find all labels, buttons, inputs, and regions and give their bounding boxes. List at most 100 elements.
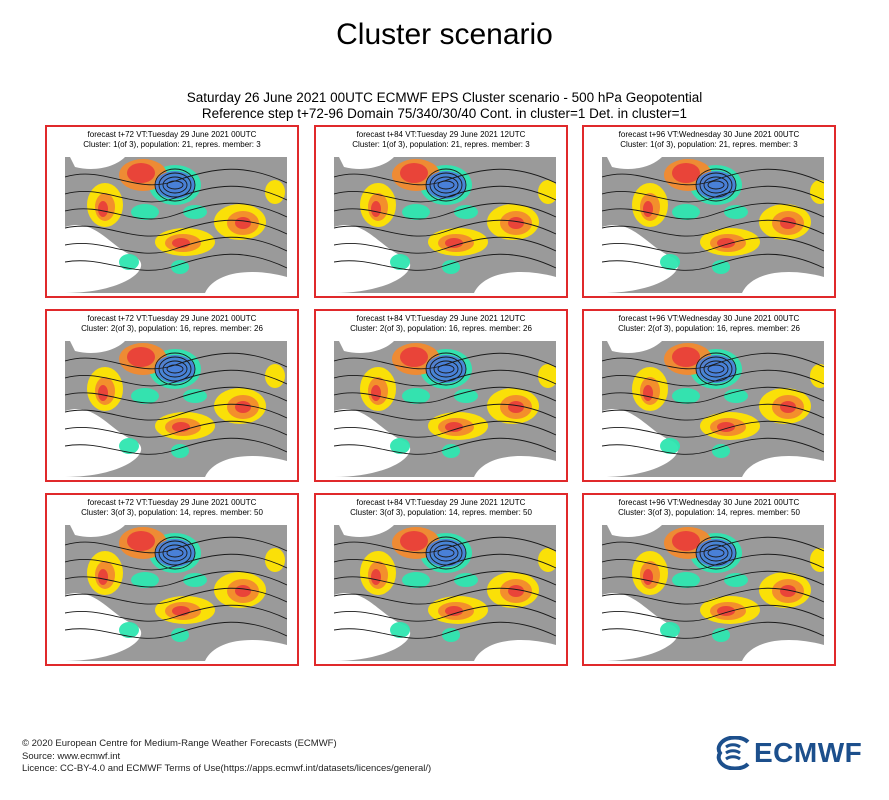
forecast-map-graphic — [334, 525, 556, 661]
anomaly-area — [235, 585, 251, 597]
anomaly-area — [171, 628, 189, 642]
panel-title-line-1: forecast t+72 VT:Tuesday 29 June 2021 00… — [87, 498, 257, 507]
geopotential-contour — [334, 202, 556, 220]
low-pressure-contour — [707, 180, 725, 190]
geopotential-contour — [602, 437, 824, 455]
anomaly-area — [98, 385, 108, 401]
anomaly-area — [171, 260, 189, 274]
anomaly-area — [371, 201, 381, 217]
anomaly-area — [183, 389, 207, 403]
panel-cluster2-t72[interactable]: forecast t+72 VT:Tuesday 29 June 2021 00… — [45, 309, 299, 482]
header-line-2: Reference step t+72-96 Domain 75/340/30/… — [201, 106, 688, 121]
anomaly-area — [265, 180, 285, 204]
anomaly-area — [98, 201, 108, 217]
anomaly-area — [131, 388, 159, 404]
anomaly-area — [672, 388, 700, 404]
geopotential-contour — [602, 420, 824, 438]
anomaly-area — [127, 531, 155, 551]
low-pressure-contour — [437, 364, 455, 374]
panel-cluster3-t96[interactable]: forecast t+96 VT:Wednesday 30 June 2021 … — [582, 493, 836, 666]
forecast-map — [65, 157, 287, 293]
panel-cluster1-t72[interactable]: forecast t+72 VT:Tuesday 29 June 2021 00… — [45, 125, 299, 298]
panel-title: forecast t+96 VT:Wednesday 30 June 2021 … — [584, 498, 834, 518]
panel-title: forecast t+72 VT:Tuesday 29 June 2021 00… — [47, 498, 297, 518]
geopotential-contour — [65, 202, 287, 220]
forecast-map-graphic — [65, 157, 287, 293]
anomaly-area — [119, 622, 139, 638]
geopotential-contour — [602, 219, 824, 237]
anomaly-area — [454, 205, 478, 219]
low-pressure-contour — [437, 180, 455, 190]
panel-title: forecast t+72 VT:Tuesday 29 June 2021 00… — [47, 130, 297, 150]
anomaly-area — [119, 438, 139, 454]
ecmwf-logo: ECMWF — [714, 735, 874, 772]
anomaly-area — [445, 238, 463, 248]
geopotential-contour — [602, 236, 824, 254]
anomaly-area — [402, 388, 430, 404]
ecmwf-logo-text: ECMWF — [754, 737, 863, 768]
geopotential-contour — [602, 570, 824, 588]
geopotential-contour — [334, 369, 556, 387]
anomaly-area — [98, 569, 108, 585]
geopotential-contour — [65, 236, 287, 254]
sea-area — [334, 341, 556, 477]
anomaly-area — [454, 573, 478, 587]
geopotential-contour — [65, 587, 287, 605]
geopotential-contour — [334, 253, 556, 271]
anomaly-area — [538, 180, 556, 204]
anomaly-area — [434, 177, 458, 193]
geopotential-contour — [602, 621, 824, 639]
anomaly-area — [445, 606, 463, 616]
geopotential-contour — [602, 202, 824, 220]
panel-title-line-2: Cluster: 3(of 3), population: 14, repres… — [350, 508, 532, 517]
panel-title-line-1: forecast t+72 VT:Tuesday 29 June 2021 00… — [87, 314, 257, 323]
anomaly-area — [704, 545, 728, 561]
anomaly-area — [538, 548, 556, 572]
low-pressure-contour — [429, 356, 463, 382]
anomaly-area — [402, 572, 430, 588]
forecast-map-graphic — [602, 341, 824, 477]
forecast-map — [334, 525, 556, 661]
anomaly-area — [265, 548, 285, 572]
geopotential-contour — [334, 437, 556, 455]
anomaly-area — [163, 177, 187, 193]
anomaly-area — [442, 260, 460, 274]
panel-cluster1-t84[interactable]: forecast t+84 VT:Tuesday 29 June 2021 12… — [314, 125, 568, 298]
anomaly-area — [371, 569, 381, 585]
low-pressure-contour — [162, 176, 188, 194]
forecast-map-graphic — [65, 525, 287, 661]
footer-copyright: © 2020 European Centre for Medium-Range … — [22, 738, 337, 749]
footer-source: Source: www.ecmwf.int — [22, 750, 121, 762]
low-pressure-contour — [429, 172, 463, 198]
panel-cluster3-t72[interactable]: forecast t+72 VT:Tuesday 29 June 2021 00… — [45, 493, 299, 666]
forecast-map — [334, 341, 556, 477]
panel-cluster3-t84[interactable]: forecast t+84 VT:Tuesday 29 June 2021 12… — [314, 493, 568, 666]
geopotential-contour — [602, 168, 824, 186]
forecast-map-graphic — [334, 157, 556, 293]
low-pressure-contour — [166, 548, 184, 558]
anomaly-area — [508, 585, 524, 597]
anomaly-area — [672, 531, 700, 551]
geopotential-contour — [65, 621, 287, 639]
anomaly-area — [780, 217, 796, 229]
header-line-1: Saturday 26 June 2021 00UTC ECMWF EPS Cl… — [186, 90, 703, 105]
anomaly-area — [183, 205, 207, 219]
panel-cluster2-t84[interactable]: forecast t+84 VT:Tuesday 29 June 2021 12… — [314, 309, 568, 482]
panel-cluster2-t96[interactable]: forecast t+96 VT:Wednesday 30 June 2021 … — [582, 309, 836, 482]
panel-cluster1-t96[interactable]: forecast t+96 VT:Wednesday 30 June 2021 … — [582, 125, 836, 298]
low-pressure-contour — [158, 356, 192, 382]
geopotential-contour — [65, 570, 287, 588]
geopotential-contour — [65, 219, 287, 237]
ecmwf-logo-icon — [716, 735, 750, 771]
low-pressure-contour — [703, 360, 729, 378]
anomaly-area — [390, 254, 410, 270]
panel-title-line-2: Cluster: 1(of 3), population: 21, repres… — [352, 140, 530, 149]
low-pressure-contour — [699, 172, 733, 198]
geopotential-contour — [602, 253, 824, 271]
anomaly-area — [171, 444, 189, 458]
anomaly-area — [712, 260, 730, 274]
anomaly-area — [127, 347, 155, 367]
forecast-map — [65, 525, 287, 661]
low-pressure-contour — [695, 352, 737, 386]
geopotential-contour — [65, 253, 287, 271]
